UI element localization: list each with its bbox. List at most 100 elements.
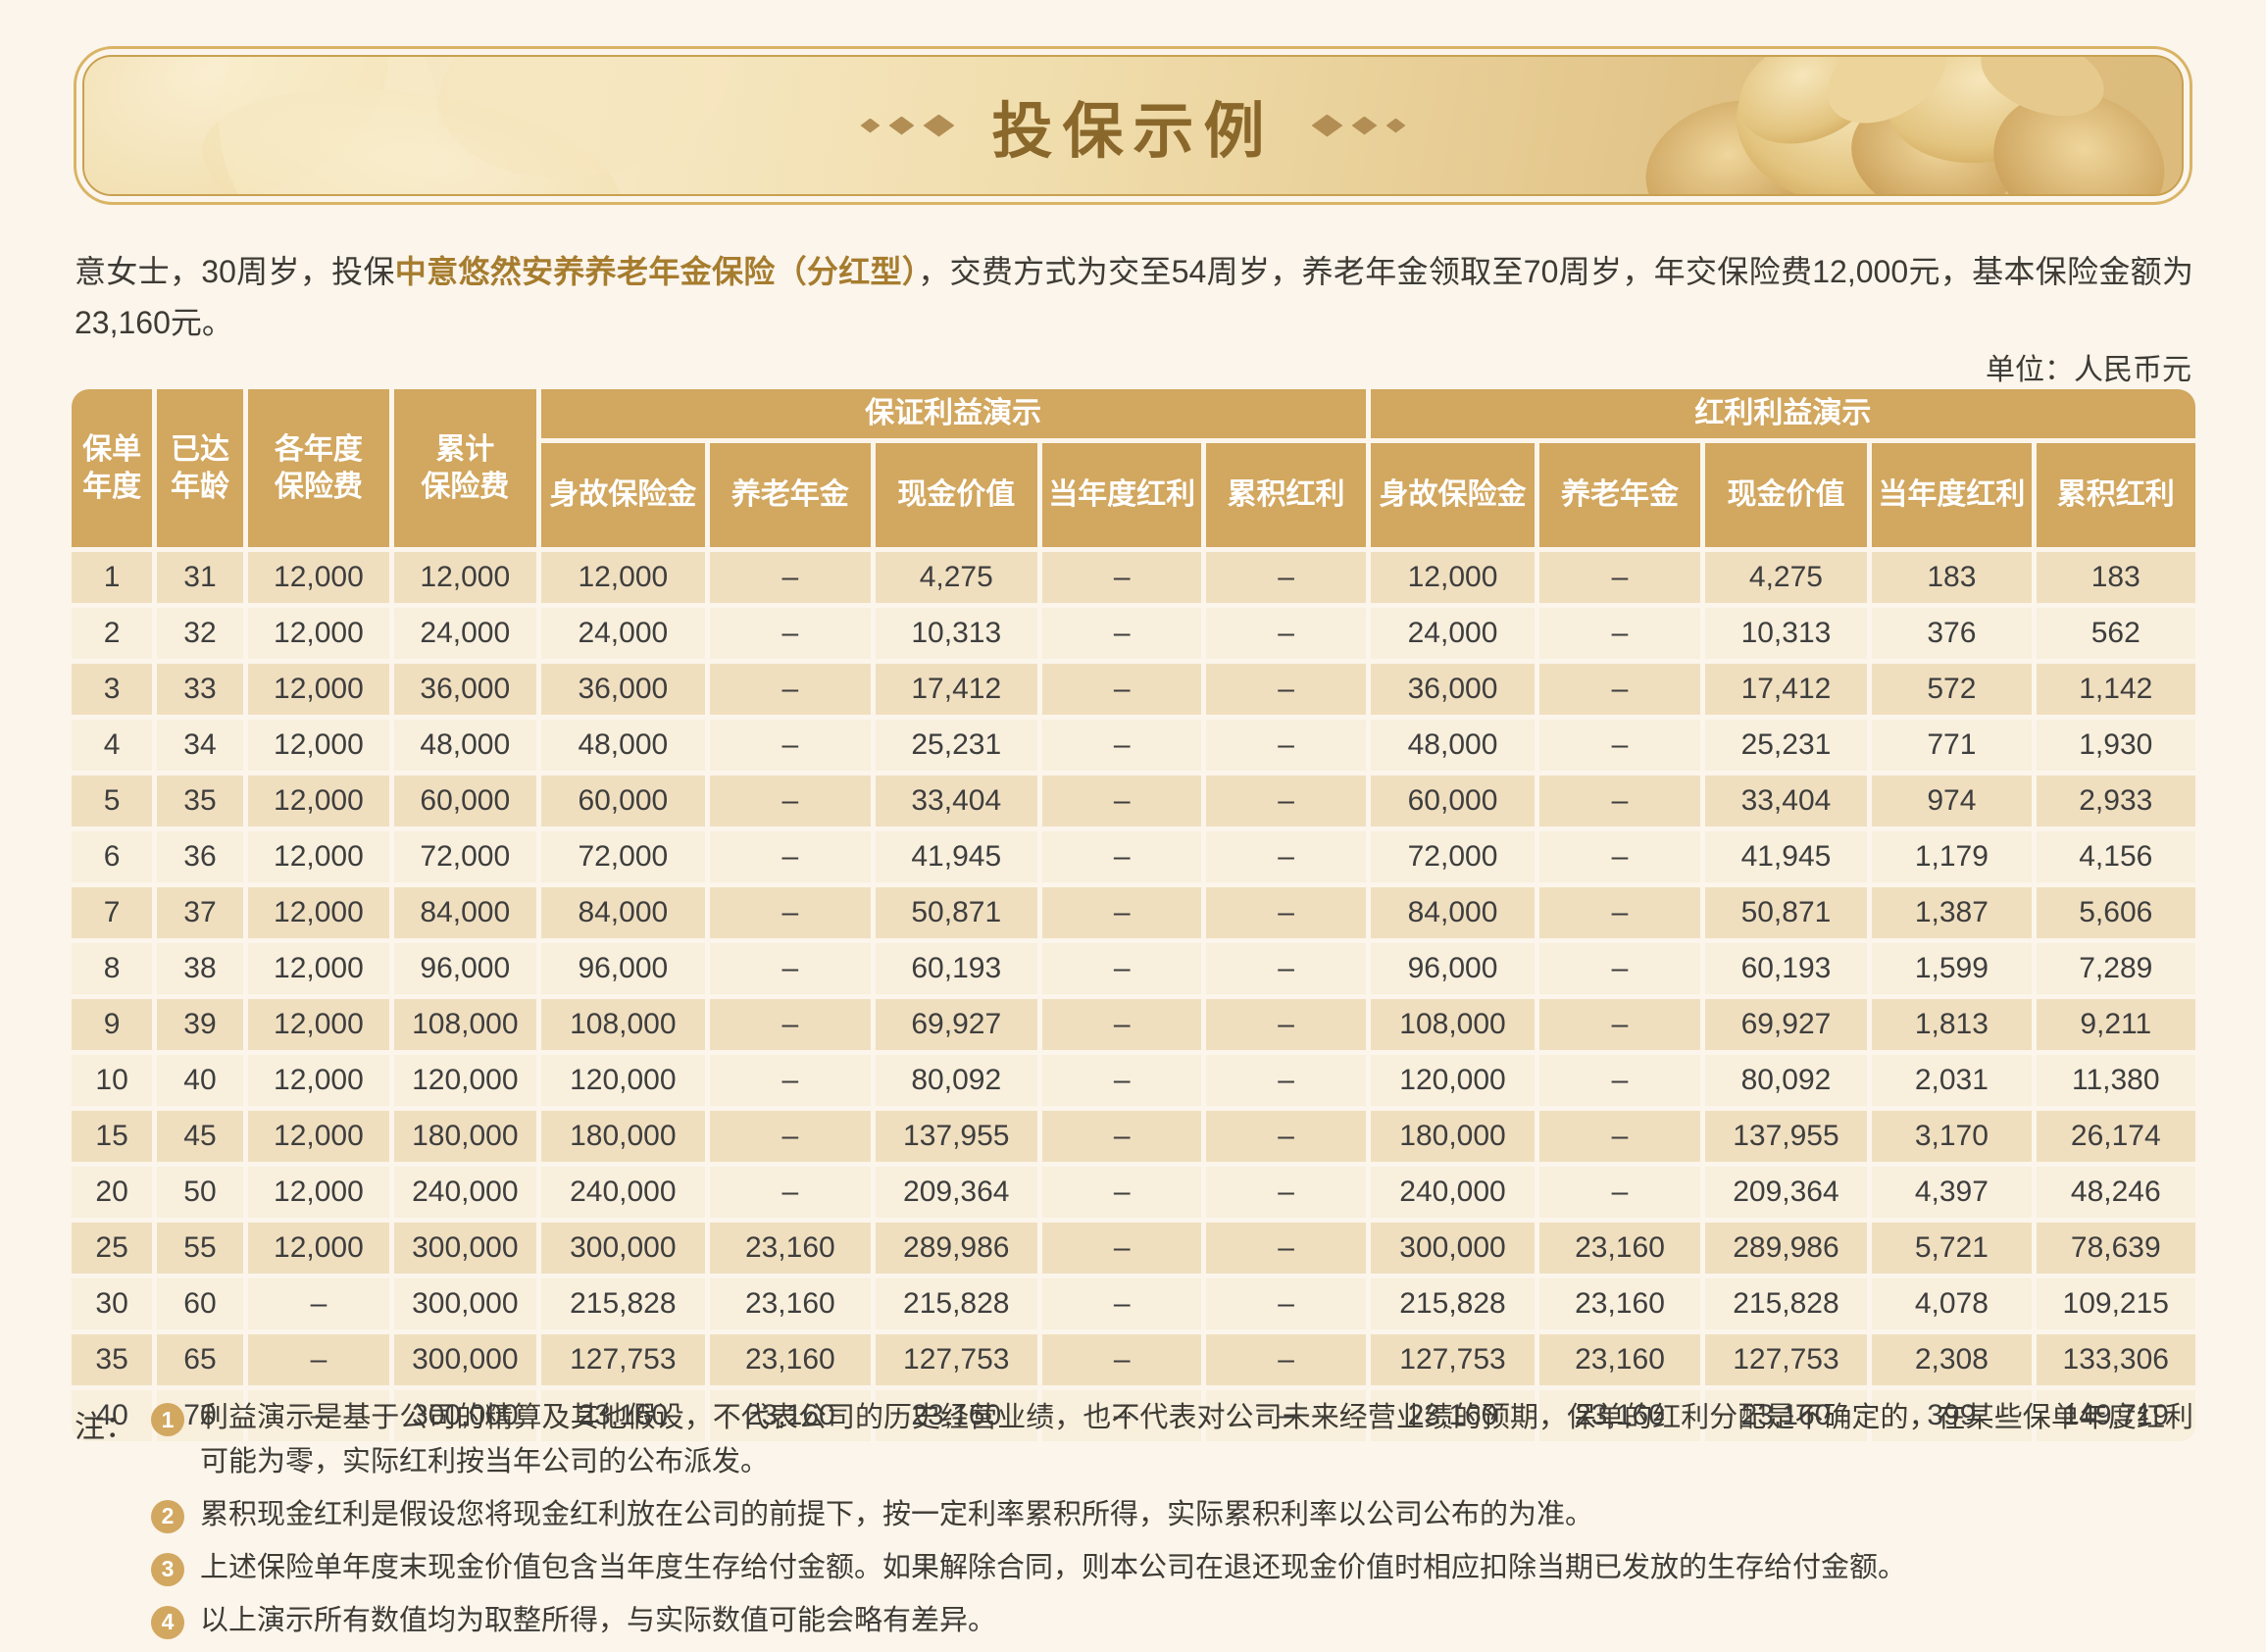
table-row: 20 50 12,000 240,000 240,000–209,364– –240,00… [72, 1167, 2195, 1218]
table-cell: 60,000 [1370, 776, 1536, 826]
table-cell: – [1042, 1167, 1202, 1218]
table-cell: 120,000 [540, 1055, 706, 1106]
table-cell: – [1206, 1334, 1366, 1385]
table-cell: 4,275 [875, 552, 1038, 603]
table-cell: 1 [72, 552, 153, 603]
note-number-badge: 1 [151, 1403, 184, 1436]
table-cell: 10,313 [1704, 608, 1868, 659]
table-cell: 215,828 [875, 1278, 1038, 1329]
product-name: 中意悠然安养养老年金保险（分红型） [394, 254, 919, 289]
notes-list: 1 利益演示是基于公司的精算及其他假设，不代表公司的历史经营业绩，也不代表对公司… [151, 1396, 2193, 1652]
table-cell: 80,092 [875, 1055, 1038, 1106]
table-cell: 120,000 [1370, 1055, 1536, 1106]
flower-decoration-right [1645, 57, 2165, 194]
table-cell: 40 [72, 1390, 153, 1441]
col-header-pension-dividend: 养老年金 [1539, 443, 1700, 547]
table-cell: 50,871 [875, 887, 1038, 938]
table-cell: 50 [157, 1167, 243, 1218]
table-cell: – [1042, 887, 1202, 938]
table-cell: 25 [72, 1223, 153, 1274]
table-cell: 240,000 [394, 1167, 536, 1218]
table-cell: 69,927 [875, 999, 1038, 1050]
table-cell: 48,000 [394, 720, 536, 771]
table-cell: 300,000 [540, 1223, 706, 1274]
table-cell: 12,000 [247, 887, 390, 938]
table-cell: 45 [157, 1111, 243, 1162]
group-header-guaranteed: 保证利益演示 [540, 389, 1366, 438]
table-cell: 300,000 [394, 1390, 536, 1441]
table-cell: 9,211 [2036, 999, 2195, 1050]
table-cell: 50,871 [1704, 887, 1868, 938]
table-cell: 149,719 [2036, 1390, 2195, 1441]
table-cell: – [1206, 1111, 1366, 1162]
table-cell: 23,160 [1370, 1390, 1536, 1441]
table-cell: 2 [72, 608, 153, 659]
table-cell: 180,000 [1370, 1111, 1536, 1162]
table-cell: 12,000 [247, 552, 390, 603]
table-cell: 5 [72, 776, 153, 826]
note-text: 上述保险单年度末现金价值包含当年度生存给付金额。如果解除合同，则本公司在退还现金… [200, 1551, 1907, 1583]
note-item: 2 累积现金红利是假设您将现金红利放在公司的前提下，按一定利率累积所得，实际累积… [151, 1493, 2193, 1537]
table-cell: 108,000 [540, 999, 706, 1050]
table-cell: 96,000 [1370, 943, 1536, 994]
table-cell: – [1206, 1055, 1366, 1106]
table-row: 3 33 12,000 36,000 36,000–17,412– –36,000–17,… [72, 664, 2195, 715]
table-cell: 1,387 [1872, 887, 2032, 938]
table-cell: 26,174 [2036, 1111, 2195, 1162]
table-cell: – [710, 664, 871, 715]
table-cell: 41,945 [875, 831, 1038, 882]
table-cell: 10 [72, 1055, 153, 1106]
table-cell: 36,000 [540, 664, 706, 715]
col-header-death-benefit-guaranteed: 身故保险金 [540, 443, 706, 547]
table-cell: 108,000 [394, 999, 536, 1050]
intro-prefix: 意女士，30周岁，投保 [75, 254, 395, 289]
table-cell: 289,986 [1704, 1223, 1868, 1274]
table-cell: 209,364 [875, 1167, 1038, 1218]
table-cell: 10,313 [875, 608, 1038, 659]
table-cell: 133,306 [2036, 1334, 2195, 1385]
table-cell: – [1206, 1278, 1366, 1329]
table-row: 35 65–300,000 127,753 23,160 127,753– –127,75… [72, 1334, 2195, 1385]
table-cell: 4,275 [1704, 552, 1868, 603]
diamond-icon [1385, 118, 1406, 133]
table-cell: 48,000 [540, 720, 706, 771]
table-cell: – [1206, 608, 1366, 659]
table-cell: 60 [157, 1278, 243, 1329]
table-cell: – [710, 608, 871, 659]
intro-suffix: ，交费方式为交至54周岁，养老年金领取至70周岁，年交保险费12,000元，基本… [75, 254, 2193, 340]
table-cell: – [1206, 831, 1366, 882]
table-cell: 48,000 [1370, 720, 1536, 771]
table-cell: 127,753 [540, 1334, 706, 1385]
table-cell: 215,828 [540, 1278, 706, 1329]
table-cell: 25,231 [1704, 720, 1868, 771]
table-cell: 7 [72, 887, 153, 938]
table-cell: 7,289 [2036, 943, 2195, 994]
table-row: 6 36 12,000 72,000 72,000–41,945– –72,000–41,… [72, 831, 2195, 882]
table-cell: 300,000 [394, 1334, 536, 1385]
table-cell: 96,000 [540, 943, 706, 994]
table-cell: 65 [157, 1334, 243, 1385]
table-cell: 12,000 [247, 943, 390, 994]
table-cell: 183 [1872, 552, 2032, 603]
table-row: 1 31 12,000 12,000 12,000–4,275– –12,000–4,27… [72, 552, 2195, 603]
table-cell: 127,753 [875, 1334, 1038, 1385]
table-cell: 4 [72, 720, 153, 771]
diamond-icon [1311, 114, 1343, 137]
table-cell: – [1539, 664, 1700, 715]
col-header-policy-year: 保单 年度 [72, 389, 153, 547]
table-cell: 36 [157, 831, 243, 882]
table-cell: 72,000 [1370, 831, 1536, 882]
table-cell: 1,813 [1872, 999, 2032, 1050]
table-cell: – [1206, 1167, 1366, 1218]
table-cell: 1,179 [1872, 831, 2032, 882]
table-cell: 12,000 [247, 776, 390, 826]
table-cell: 60,000 [540, 776, 706, 826]
table-cell: 38 [157, 943, 243, 994]
note-number-badge: 2 [151, 1499, 184, 1533]
table-cell: – [1042, 1390, 1202, 1441]
table-cell: – [1042, 1111, 1202, 1162]
table-cell: 23,160 [540, 1390, 706, 1441]
table-cell: 37 [157, 887, 243, 938]
table-cell: 23,160 [710, 1278, 871, 1329]
table-row: 30 60–300,000 215,828 23,160 215,828– –215,82… [72, 1278, 2195, 1329]
